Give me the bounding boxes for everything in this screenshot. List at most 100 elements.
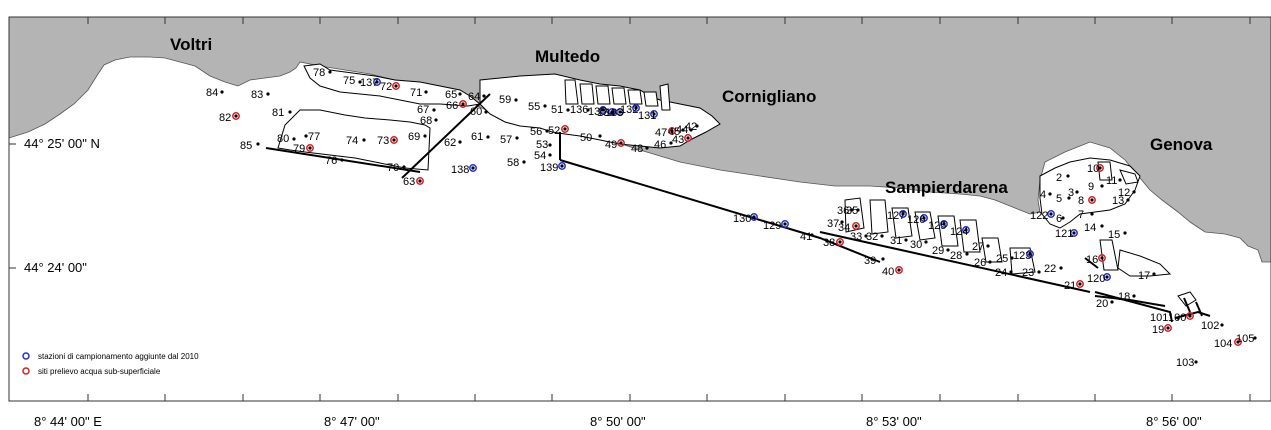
station-dot-icon: [1090, 198, 1093, 201]
station-dot-icon: [752, 215, 755, 218]
station-label: 9: [1088, 181, 1094, 193]
station-dot-icon: [897, 268, 900, 271]
station-label: 130: [733, 213, 751, 225]
station-dot-icon: [484, 110, 487, 113]
station-label: 48: [631, 143, 643, 155]
place-label-genova: Genova: [1150, 135, 1213, 154]
station-dot-icon: [904, 238, 907, 241]
station-label: 16: [1086, 254, 1098, 266]
station-label: 64: [468, 91, 480, 103]
station-dot-icon: [482, 94, 485, 97]
station-dot-icon: [1037, 270, 1040, 273]
station-label: 84: [206, 87, 218, 99]
station-label: 13: [1112, 195, 1124, 207]
station-dot-icon: [1078, 282, 1081, 285]
station-label: 2: [1056, 172, 1062, 184]
station-label: 79: [293, 143, 305, 155]
station-dot-icon: [854, 224, 857, 227]
y-tick-label: 44° 25' 00" N: [24, 136, 100, 151]
station-132: 132: [620, 104, 639, 116]
station-label: 70: [387, 162, 399, 174]
station-label: 129: [763, 220, 781, 232]
station-label: 69: [408, 131, 420, 143]
station-dot-icon: [783, 222, 786, 225]
station-dot-icon: [328, 70, 331, 73]
station-dot-icon: [458, 92, 461, 95]
station-label: 38: [823, 237, 835, 249]
station-dot-icon: [1049, 212, 1052, 215]
station-label: 4: [1040, 189, 1046, 201]
station-dot-icon: [924, 240, 927, 243]
station-label: 73: [377, 135, 389, 147]
station-dot-icon: [1075, 190, 1078, 193]
station-dot-icon: [402, 165, 405, 168]
station-label: 85: [240, 140, 252, 152]
station-dot-icon: [471, 166, 474, 169]
station-dot-icon: [1126, 198, 1129, 201]
station-label: 57: [500, 134, 512, 146]
station-label: 39: [864, 255, 876, 267]
station-dot-icon: [560, 164, 563, 167]
station-dot-icon: [1132, 294, 1135, 297]
station-label: 27: [972, 241, 984, 253]
station-label: 104: [1214, 338, 1232, 350]
place-label-voltri: Voltri: [170, 35, 212, 54]
station-dot-icon: [458, 140, 461, 143]
x-tick-label: 8° 50' 00": [590, 414, 646, 429]
station-label: 123: [1013, 250, 1031, 262]
station-dot-icon: [288, 110, 291, 113]
station-label: 8: [1078, 195, 1084, 207]
station-dot-icon: [686, 136, 689, 139]
station-label: 21: [1064, 280, 1076, 292]
station-label: 24: [995, 267, 1007, 279]
station-label: 120: [1087, 273, 1105, 285]
station-label: 105: [1236, 333, 1254, 345]
station-dot-icon: [486, 135, 489, 138]
station-label: 132: [620, 104, 638, 116]
station-label: 83: [251, 89, 263, 101]
station-label: 19: [1152, 324, 1164, 336]
station-dot-icon: [1123, 231, 1126, 234]
station-123: 123: [1013, 250, 1033, 262]
station-label: 49: [605, 139, 617, 151]
station-label: 26: [974, 257, 986, 269]
station-label: 22: [1044, 263, 1056, 275]
station-dot-icon: [1132, 190, 1135, 193]
station-dot-icon: [598, 134, 601, 137]
station-dot-icon: [292, 137, 295, 140]
legend-red-label: siti prelievo acqua sub-superficiale: [38, 367, 161, 376]
station-label: 28: [950, 250, 962, 262]
station-dot-icon: [424, 90, 427, 93]
station-label: 82: [219, 112, 231, 124]
place-label-multedo: Multedo: [535, 47, 600, 66]
station-label: 71: [410, 87, 422, 99]
station-label: 76: [325, 155, 337, 167]
station-label: 58: [507, 157, 519, 169]
station-dot-icon: [515, 136, 518, 139]
station-105: 105: [1236, 333, 1257, 345]
station-dot-icon: [1110, 300, 1113, 303]
station-label: 51: [551, 104, 563, 116]
station-dot-icon: [965, 252, 968, 255]
station-label: 80: [277, 133, 289, 145]
station-dot-icon: [543, 104, 546, 107]
station-label: 15: [1108, 229, 1120, 241]
station-dot-icon: [1048, 192, 1051, 195]
station-dot-icon: [434, 118, 437, 121]
station-dot-icon: [838, 240, 841, 243]
station-label: 125: [928, 220, 946, 232]
station-label: 122: [1030, 210, 1048, 222]
station-dot-icon: [308, 146, 311, 149]
station-label: 68: [420, 115, 432, 127]
station-label: 23: [1022, 267, 1034, 279]
station-dot-icon: [548, 143, 551, 146]
place-label-cornigliano: Cornigliano: [722, 87, 816, 106]
station-label: 55: [528, 101, 540, 113]
station-label: 103: [1176, 357, 1194, 369]
station-label: 25: [996, 253, 1008, 265]
station-dot-icon: [514, 98, 517, 101]
station-label: 126: [907, 214, 925, 226]
station-label: 47: [655, 127, 667, 139]
station-label: 18: [1118, 291, 1130, 303]
